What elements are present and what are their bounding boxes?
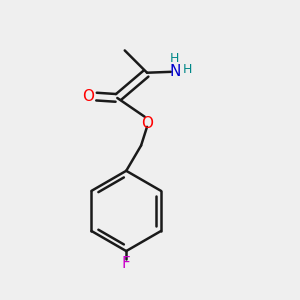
Text: N: N	[169, 64, 181, 79]
Text: O: O	[141, 116, 153, 131]
Text: H: H	[170, 52, 179, 65]
Text: H: H	[183, 63, 192, 76]
Text: O: O	[82, 89, 94, 104]
Text: F: F	[122, 256, 130, 271]
